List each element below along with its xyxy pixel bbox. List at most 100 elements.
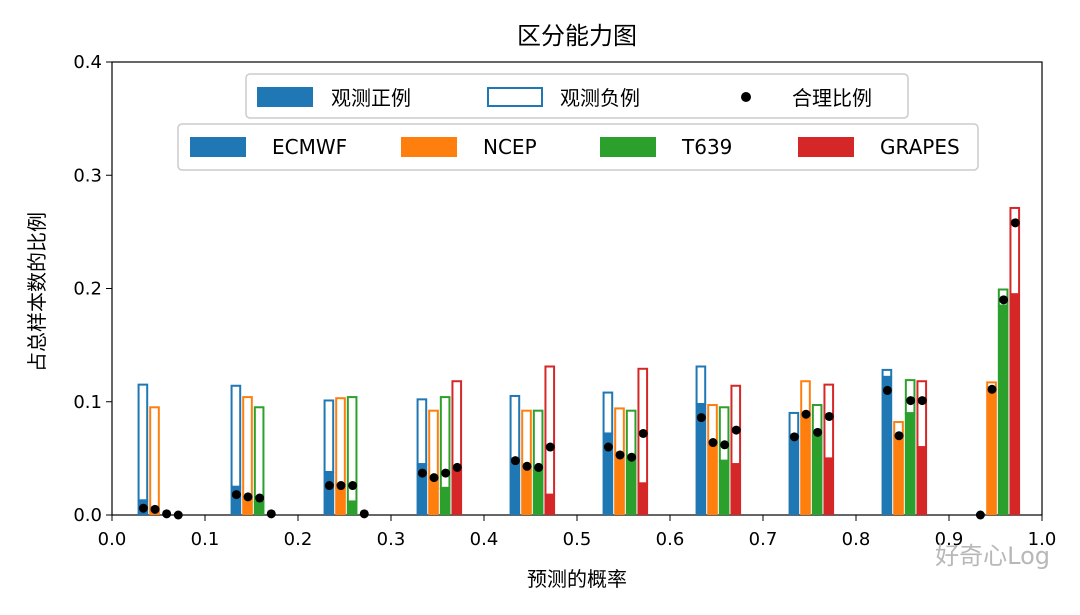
bar-negative-grapes [451,380,463,471]
x-tick-label: 0.7 [749,529,778,550]
x-tick-label: 1.0 [1028,529,1057,550]
bar-positive-grapes [451,469,463,515]
bar-positive-grapes [730,464,742,515]
x-tick-label: 0.4 [470,529,499,550]
bar-negative-t639 [439,396,451,489]
legend-label: 合理比例 [792,86,872,110]
bar-positive-ncep [242,499,253,515]
reasonable-dot-ecmwf [324,481,334,491]
x-tick-label: 0.9 [935,529,964,550]
reasonable-dot-grapes [266,509,276,519]
bar-positive-ncep [521,469,532,515]
reasonable-dot-t639 [441,468,451,478]
reasonable-dot-t639 [162,509,172,519]
bar-positive-ecmwf [695,404,707,515]
reasonable-dot-ncep [429,473,439,483]
reasonable-dot-ecmwf [882,385,892,395]
bar-negative-ncep [149,406,160,512]
legend-model-label: NCEP [483,135,537,159]
bar-positive-ncep [800,415,811,515]
bar-positive-grapes [544,494,556,515]
bar-positive-t639 [532,469,544,515]
bar-positive-grapes [823,458,835,515]
reasonable-dot-t639 [813,427,823,437]
reasonable-dot-grapes [917,396,927,406]
bars-layer [137,206,1021,515]
x-tick-label: 0.8 [842,529,871,550]
bar-positive-ncep [893,435,904,515]
legend-model-label: ECMWF [272,135,347,159]
y-tick-label: 0.3 [73,165,102,186]
legend-swatch-dot [741,92,751,102]
reasonable-dot-ncep [522,461,532,471]
bar-positive-ecmwf [602,433,614,515]
chart-title: 区分能力图 [517,22,637,50]
x-tick-label: 0.5 [563,529,592,550]
x-tick-label: 0.0 [98,529,127,550]
legend-model-label: T639 [681,135,732,159]
bar-negative-t639 [253,406,265,503]
reasonable-dot-ecmwf [417,468,427,478]
reasonable-dot-ncep [615,450,625,460]
x-tick-label: 0.2 [284,529,313,550]
reasonable-dots-layer [138,218,1020,520]
y-tick-label: 0.0 [73,505,102,526]
bar-positive-ecmwf [230,486,242,515]
reasonable-dot-grapes [173,510,183,520]
legend-swatch-model [401,137,457,157]
reasonable-dot-ecmwf [231,490,241,500]
bar-positive-t639 [811,435,823,515]
bar-negative-grapes [637,367,649,485]
bar-negative-ecmwf [137,383,149,502]
x-tick-label: 0.6 [656,529,685,550]
bar-positive-t639 [346,501,358,515]
legend-model-label: GRAPES [880,135,960,159]
y-tick-label: 0.2 [73,279,102,300]
bar-positive-ncep [335,487,346,515]
bar-negative-ecmwf [602,391,614,435]
legend-label: 观测正例 [331,86,411,110]
legend-swatch-filled [257,87,313,107]
reasonable-dot-t639 [999,295,1009,305]
bar-positive-ncep [428,478,439,515]
x-tick-label: 0.3 [377,529,406,550]
reasonable-dot-grapes [638,428,648,438]
bar-negative-grapes [544,365,556,496]
bar-positive-t639 [718,460,730,515]
bar-negative-ncep [614,407,625,454]
bar-negative-ecmwf [230,384,242,488]
reasonable-dot-t639 [534,462,544,472]
bar-negative-t639 [346,396,358,503]
reasonable-dot-ncep [708,438,718,448]
bar-negative-ecmwf [323,399,335,473]
bar-positive-t639 [439,487,451,515]
bar-negative-t639 [532,409,544,471]
bar-negative-ncep [335,397,346,489]
legend-swatch-model [600,137,656,157]
legend-observations-box [245,73,909,119]
reasonable-dot-ecmwf [510,456,520,466]
reasonable-dot-grapes [545,442,555,452]
reasonable-dot-ecmwf [696,413,706,423]
bar-positive-ncep [707,444,718,515]
reasonable-dot-t639 [255,493,265,503]
reasonable-dot-grapes [359,509,369,519]
bar-negative-ecmwf [695,365,707,406]
bar-negative-grapes [823,383,835,460]
legend-swatch-model [798,137,854,157]
y-axis-label: 占总样本数的比例 [25,212,49,372]
bar-positive-t639 [997,305,1009,515]
bar-positive-t639 [253,501,265,515]
reasonable-dot-t639 [627,452,637,462]
reasonable-dot-ncep [150,504,160,514]
reasonable-dot-grapes [824,411,834,421]
bar-positive-t639 [904,413,916,515]
reasonable-dot-t639 [906,396,916,406]
bar-negative-ecmwf [788,411,800,437]
reasonable-dot-t639 [720,440,730,450]
reasonable-dot-ncep [801,409,811,419]
reasonable-dot-ncep [243,492,253,502]
legend-layer: 观测正例 观测负例 合理比例 ECMWF NCEP T639 GRAPES [177,73,979,171]
reasonable-dot-t639 [348,481,358,491]
